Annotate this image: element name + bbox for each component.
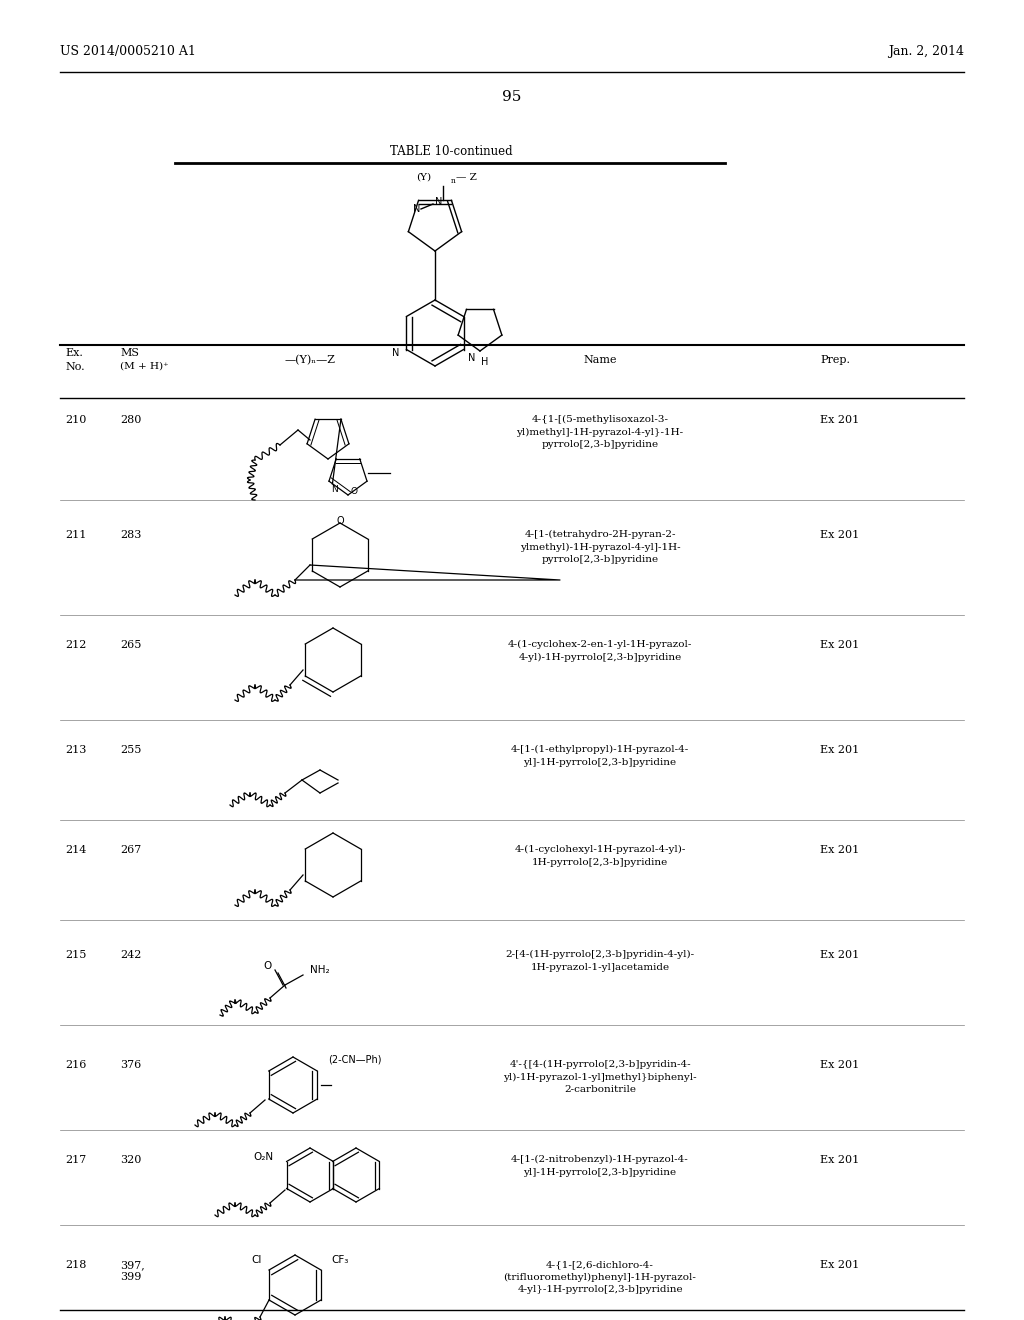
Text: Jan. 2, 2014: Jan. 2, 2014 [888,45,964,58]
Text: N: N [468,352,476,363]
Text: 267: 267 [120,845,141,855]
Text: 280: 280 [120,414,141,425]
Text: 376: 376 [120,1060,141,1071]
Text: —(Y)ₙ—Z: —(Y)ₙ—Z [285,355,336,366]
Text: 214: 214 [65,845,86,855]
Text: 217: 217 [65,1155,86,1166]
Text: Ex 201: Ex 201 [820,845,859,855]
Text: Ex 201: Ex 201 [820,1261,859,1270]
Text: 397,
399: 397, 399 [120,1261,144,1282]
Text: 265: 265 [120,640,141,649]
Text: O₂N: O₂N [253,1152,273,1162]
Text: CF₃: CF₃ [331,1255,348,1265]
Text: Ex 201: Ex 201 [820,1060,859,1071]
Text: Ex.: Ex. [65,348,83,358]
Text: 4-{1-[2,6-dichloro-4-
(trifluoromethyl)phenyl]-1H-pyrazol-
4-yl}-1H-pyrrolo[2,3-: 4-{1-[2,6-dichloro-4- (trifluoromethyl)p… [504,1261,696,1294]
Text: Ex 201: Ex 201 [820,414,859,425]
Text: 4-(1-cyclohex-2-en-1-yl-1H-pyrazol-
4-yl)-1H-pyrrolo[2,3-b]pyridine: 4-(1-cyclohex-2-en-1-yl-1H-pyrazol- 4-yl… [508,640,692,661]
Text: (2-CN—Ph): (2-CN—Ph) [328,1055,382,1065]
Text: 320: 320 [120,1155,141,1166]
Text: (M + H)⁺: (M + H)⁺ [120,362,169,371]
Text: Ex 201: Ex 201 [820,531,859,540]
Text: 2-[4-(1H-pyrrolo[2,3-b]pyridin-4-yl)-
1H-pyrazol-1-yl]acetamide: 2-[4-(1H-pyrrolo[2,3-b]pyridin-4-yl)- 1H… [506,950,694,972]
Text: MS: MS [120,348,139,358]
Text: N: N [331,484,337,494]
Text: TABLE 10-continued: TABLE 10-continued [390,145,513,158]
Text: Ex 201: Ex 201 [820,1155,859,1166]
Text: US 2014/0005210 A1: US 2014/0005210 A1 [60,45,196,58]
Text: 4-{1-[(5-methylisoxazol-3-
yl)methyl]-1H-pyrazol-4-yl}-1H-
pyrrolo[2,3-b]pyridin: 4-{1-[(5-methylisoxazol-3- yl)methyl]-1H… [516,414,684,449]
Text: 4-[1-(2-nitrobenzyl)-1H-pyrazol-4-
yl]-1H-pyrrolo[2,3-b]pyridine: 4-[1-(2-nitrobenzyl)-1H-pyrazol-4- yl]-1… [511,1155,689,1176]
Text: 216: 216 [65,1060,86,1071]
Text: 215: 215 [65,950,86,960]
Text: 210: 210 [65,414,86,425]
Text: — Z: — Z [456,173,477,182]
Text: Ex 201: Ex 201 [820,744,859,755]
Text: 211: 211 [65,531,86,540]
Text: 213: 213 [65,744,86,755]
Text: 212: 212 [65,640,86,649]
Text: NH₂: NH₂ [310,965,330,975]
Text: N: N [435,197,442,207]
Text: n: n [451,177,456,185]
Text: Cl: Cl [252,1255,262,1265]
Text: (Y): (Y) [416,173,431,182]
Text: 218: 218 [65,1261,86,1270]
Text: Ex 201: Ex 201 [820,950,859,960]
Text: Prep.: Prep. [820,355,850,366]
Text: No.: No. [65,362,85,372]
Text: 4-[1-(tetrahydro-2H-pyran-2-
ylmethyl)-1H-pyrazol-4-yl]-1H-
pyrrolo[2,3-b]pyridi: 4-[1-(tetrahydro-2H-pyran-2- ylmethyl)-1… [520,531,680,565]
Text: 4-(1-cyclohexyl-1H-pyrazol-4-yl)-
1H-pyrrolo[2,3-b]pyridine: 4-(1-cyclohexyl-1H-pyrazol-4-yl)- 1H-pyr… [514,845,686,867]
Text: N: N [392,347,399,358]
Text: O: O [264,961,272,972]
Text: 283: 283 [120,531,141,540]
Text: 95: 95 [503,90,521,104]
Text: 255: 255 [120,744,141,755]
Text: 4-[1-(1-ethylpropyl)-1H-pyrazol-4-
yl]-1H-pyrrolo[2,3-b]pyridine: 4-[1-(1-ethylpropyl)-1H-pyrazol-4- yl]-1… [511,744,689,767]
Text: O: O [350,487,357,496]
Text: N: N [414,205,421,214]
Text: O: O [336,516,344,525]
Text: 242: 242 [120,950,141,960]
Text: Ex 201: Ex 201 [820,640,859,649]
Text: H: H [481,356,488,367]
Text: Name: Name [584,355,616,366]
Text: 4'-{[4-(1H-pyrrolo[2,3-b]pyridin-4-
yl)-1H-pyrazol-1-yl]methyl}biphenyl-
2-carbo: 4'-{[4-(1H-pyrrolo[2,3-b]pyridin-4- yl)-… [503,1060,696,1094]
